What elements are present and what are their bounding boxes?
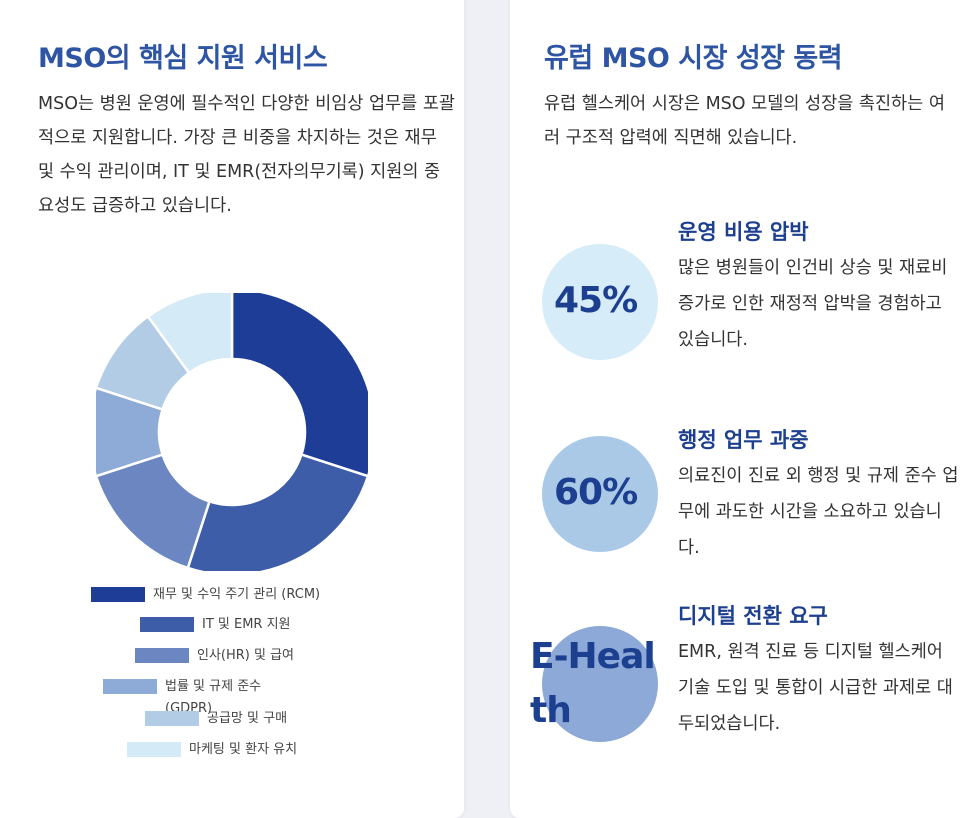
stat-value: 60% — [554, 472, 638, 513]
services-description: MSO는 병원 운영에 필수적인 다양한 비임상 업무를 포괄적으로 지원합니다… — [38, 94, 456, 216]
legend-label: IT 및 EMR 지원 — [202, 617, 291, 632]
services-title: MSO의 핵심 지원 서비스 — [38, 43, 328, 74]
donut-slice-rcm[interactable] — [230, 293, 368, 478]
legend-swatch — [103, 679, 157, 694]
legend-swatch — [140, 617, 194, 632]
services-card — [0, 0, 464, 818]
stat-circle — [542, 244, 658, 360]
legend-label: 재무 및 수익 주기 관리 (RCM) — [153, 587, 321, 602]
legend-label: 공급망 및 구매 — [207, 711, 288, 726]
stat-circle — [542, 626, 658, 742]
legend-swatch — [91, 587, 145, 602]
stat-circle — [542, 436, 658, 552]
stat-title: 디지털 전환 요구 — [678, 604, 828, 628]
stat-title: 행정 업무 과중 — [678, 428, 809, 452]
services-donut-chart — [96, 293, 368, 571]
legend-label: 마케팅 및 환자 유치 — [189, 742, 298, 757]
stat-value: 45% — [554, 280, 638, 321]
donut-slice-legal[interactable] — [96, 386, 165, 478]
stat-description: EMR, 원격 진료 등 디지털 헬스케어 기술 도입 및 통합이 시급한 과제… — [678, 642, 953, 734]
stat-description: 많은 병원들이 인건비 상승 및 재료비 증가로 인한 재정적 압박을 경험하고… — [678, 258, 948, 350]
legend-label: 인사(HR) 및 급여 — [197, 648, 295, 663]
donut-slice-marketing[interactable] — [146, 293, 234, 375]
growth-drivers-description: 유럽 헬스케어 시장은 MSO 모델의 성장을 촉진하는 여러 구조적 압력에 … — [544, 94, 945, 148]
stat-value: E-Health — [530, 636, 656, 731]
stat-title: 운영 비용 압박 — [678, 220, 809, 244]
stat-description: 의료진이 진료 외 행정 및 규제 준수 업무에 과도한 시간을 소요하고 있습… — [678, 466, 959, 558]
donut-slice-it-emr[interactable] — [186, 452, 368, 571]
legend-swatch — [145, 711, 199, 726]
legend-swatch — [127, 742, 181, 757]
legend-swatch — [135, 648, 189, 663]
growth-drivers-title: 유럽 MSO 시장 성장 동력 — [544, 43, 843, 74]
